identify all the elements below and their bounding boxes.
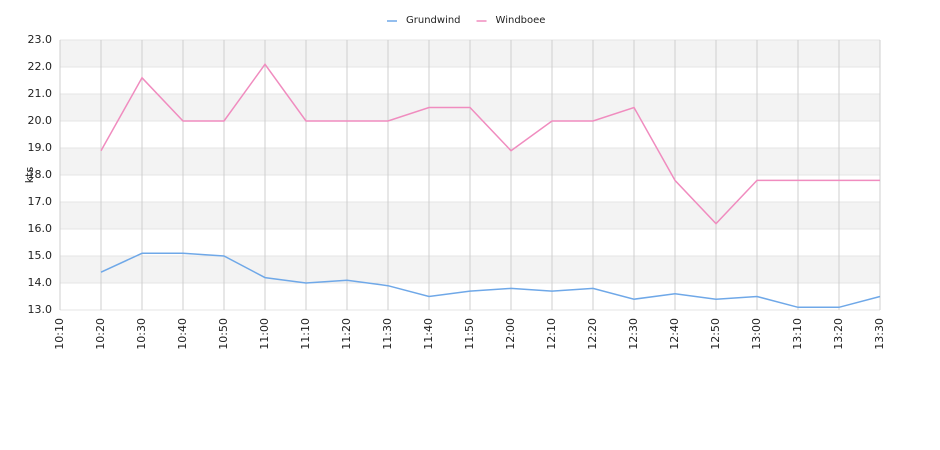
- legend-text: Windboee: [496, 15, 546, 26]
- y-tick-label: 20.0: [28, 114, 53, 127]
- y-tick-label: 14.0: [28, 276, 53, 289]
- y-tick-label: 15.0: [28, 249, 53, 262]
- x-tick-label: 11:20: [340, 318, 353, 350]
- x-tick-label: 11:50: [463, 318, 476, 350]
- x-tick-label: 12:40: [668, 318, 681, 350]
- x-tick-label: 12:00: [504, 318, 517, 350]
- y-axis-label: kts: [23, 167, 36, 184]
- series-line: [100, 252, 881, 309]
- y-tick-label: 17.0: [28, 195, 53, 208]
- y-tick-label: 13.0: [28, 303, 53, 316]
- y-tick-label: 21.0: [28, 87, 53, 100]
- y-tick-label: 22.0: [28, 60, 53, 73]
- x-tick-label: 10:40: [176, 318, 189, 350]
- series-line: [100, 63, 880, 225]
- x-tick-label: 13:30: [873, 318, 886, 350]
- x-tick-label: 13:20: [832, 318, 845, 350]
- y-tick-label: 16.0: [28, 222, 53, 235]
- legend-text: Grundwind: [406, 15, 461, 26]
- y-tick-label: 19.0: [28, 141, 53, 154]
- x-tick-label: 12:20: [586, 318, 599, 350]
- x-tick-label: 11:30: [381, 318, 394, 350]
- x-tick-label: 11:40: [422, 318, 435, 350]
- x-tick-label: 13:00: [750, 318, 763, 350]
- x-tick-label: 12:30: [627, 318, 640, 350]
- x-tick-label: 10:50: [217, 318, 230, 350]
- x-tick-label: 10:10: [53, 318, 66, 350]
- x-tick-label: 11:10: [299, 318, 312, 350]
- x-tick-label: 12:50: [709, 318, 722, 350]
- x-tick-label: 13:10: [791, 318, 804, 350]
- x-tick-label: 11:00: [258, 318, 271, 350]
- y-tick-label: 18.0: [28, 168, 53, 181]
- x-tick-label: 10:20: [94, 318, 107, 350]
- y-tick-label: 23.0: [28, 33, 53, 46]
- x-tick-label: 10:30: [135, 318, 148, 350]
- x-tick-label: 12:10: [545, 318, 558, 350]
